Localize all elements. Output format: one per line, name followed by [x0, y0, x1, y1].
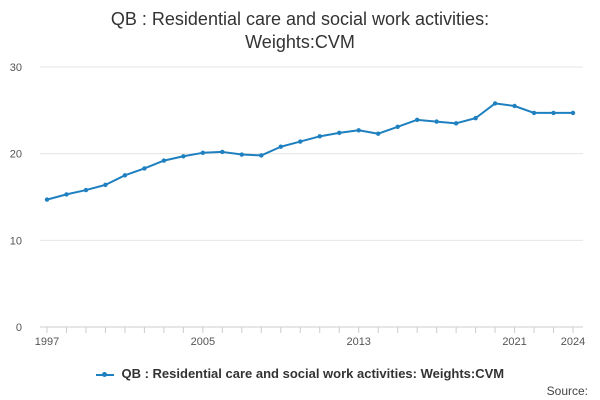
data-point[interactable]	[278, 144, 283, 149]
x-tick-label: 2021	[502, 336, 526, 348]
series-layer	[44, 101, 576, 202]
series-line	[46, 102, 573, 201]
chart-title-line-2: Weights:CVM	[245, 32, 355, 52]
data-point[interactable]	[512, 103, 517, 109]
chart-title-line-1: QB : Residential care and social work ac…	[110, 9, 490, 29]
data-point[interactable]	[414, 117, 420, 123]
x-tick-label: 2005	[191, 336, 215, 348]
y-tick-label: 10	[10, 235, 22, 247]
data-point[interactable]	[531, 110, 537, 116]
data-point[interactable]	[44, 197, 50, 202]
data-point[interactable]	[64, 192, 69, 197]
data-point[interactable]	[239, 152, 245, 157]
data-point[interactable]	[142, 166, 147, 171]
data-point[interactable]	[161, 158, 167, 163]
legend-label: QB : Residential care and social work ac…	[121, 366, 505, 381]
data-point[interactable]	[200, 150, 206, 155]
data-point[interactable]	[551, 110, 556, 116]
data-point[interactable]	[473, 115, 478, 121]
data-point[interactable]	[83, 187, 89, 193]
data-point[interactable]	[298, 139, 303, 144]
data-point[interactable]	[375, 131, 381, 136]
x-tick-label: 2024	[561, 336, 585, 348]
data-point[interactable]	[434, 119, 439, 124]
data-point[interactable]	[259, 153, 264, 158]
source-label: Source:	[546, 384, 588, 398]
data-point[interactable]	[181, 154, 186, 159]
axes: 0 10 20 30 1997 2005 2013 2021 2024	[10, 62, 585, 348]
x-tick-label: 2013	[346, 336, 370, 348]
gridlines	[40, 66, 583, 328]
data-point[interactable]	[103, 182, 108, 188]
legend[interactable]: QB : Residential care and social work ac…	[0, 366, 600, 381]
data-point[interactable]	[453, 121, 459, 126]
data-point[interactable]	[356, 128, 361, 133]
x-tick-label: 1997	[35, 336, 59, 348]
y-tick-label: 30	[10, 62, 22, 74]
y-tick-label: 20	[10, 149, 22, 161]
y-tick-label: 0	[16, 322, 22, 334]
data-point[interactable]	[220, 149, 225, 155]
data-point[interactable]	[337, 130, 342, 136]
legend-swatch-icon	[95, 371, 114, 379]
data-point[interactable]	[317, 134, 322, 139]
data-point[interactable]	[122, 173, 128, 178]
data-point[interactable]	[570, 110, 576, 116]
data-point[interactable]	[492, 101, 498, 106]
data-point[interactable]	[395, 124, 400, 129]
